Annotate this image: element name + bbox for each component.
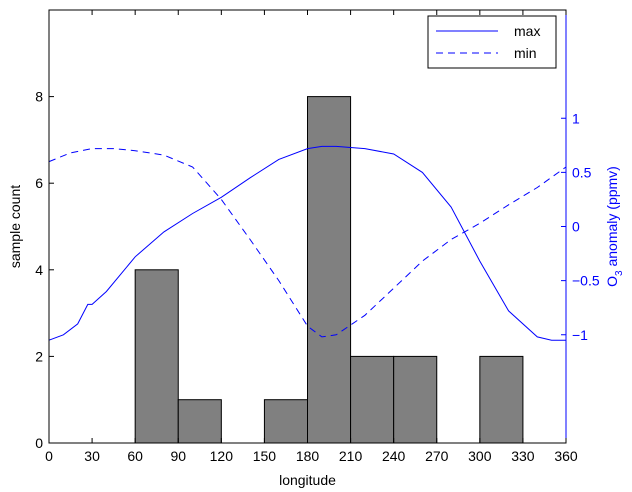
left-y-axis-ticks: 0 2 4 6 8 <box>35 89 54 451</box>
legend-box <box>427 15 557 69</box>
left-y-tick-label: 0 <box>35 435 43 451</box>
right-y-tick-label: −0.5 <box>572 273 600 289</box>
histogram-bar <box>263 399 308 444</box>
right-y-axis-ticks: −1 −0.5 0 0.5 1 <box>561 110 600 343</box>
right-y-axis-label-prefix: O <box>604 276 620 287</box>
legend-label-max: max <box>514 23 540 39</box>
right-y-tick-label: 1 <box>572 110 580 126</box>
legend: max min <box>427 15 557 69</box>
left-y-tick-label: 2 <box>35 348 43 364</box>
x-tick-label: 90 <box>170 448 186 464</box>
x-axis-ticks: 0 30 60 90 120 150 180 210 240 270 300 330 360 <box>45 10 578 464</box>
histogram-bar <box>307 96 352 444</box>
x-tick-label: 60 <box>127 448 143 464</box>
x-axis-label: longitude <box>279 472 336 488</box>
right-y-tick-label: −1 <box>572 327 588 343</box>
x-tick-label: 210 <box>339 448 363 464</box>
histogram-bar <box>350 355 395 444</box>
x-tick-label: 0 <box>45 448 53 464</box>
x-tick-label: 270 <box>425 448 449 464</box>
right-y-axis-label-suffix: anomaly (ppmv) <box>604 166 620 270</box>
x-tick-label: 30 <box>84 448 100 464</box>
right-y-tick-label: 0 <box>572 219 580 235</box>
left-y-tick-label: 4 <box>35 262 43 278</box>
histogram-bars <box>134 96 524 444</box>
x-tick-label: 300 <box>468 448 492 464</box>
x-tick-label: 180 <box>296 448 320 464</box>
x-tick-label: 120 <box>210 448 234 464</box>
legend-label-min: min <box>514 45 537 61</box>
right-y-axis-label: O3 anomaly (ppmv) <box>604 166 625 287</box>
histogram-bar <box>479 355 524 444</box>
anomaly-lines <box>48 145 567 341</box>
histogram-bar <box>134 269 179 444</box>
histogram-bar <box>393 355 438 444</box>
histogram-bar <box>177 399 222 444</box>
right-y-tick-label: 0.5 <box>572 164 592 180</box>
x-tick-label: 240 <box>382 448 406 464</box>
x-tick-label: 150 <box>253 448 277 464</box>
x-tick-label: 330 <box>511 448 535 464</box>
left-y-tick-label: 6 <box>35 175 43 191</box>
x-tick-label: 360 <box>554 448 578 464</box>
left-y-tick-label: 8 <box>35 89 43 105</box>
series-line-max <box>48 145 566 341</box>
series-line-min <box>48 148 567 338</box>
right-y-axis-label-subscript: 3 <box>614 270 625 276</box>
left-y-axis-label: sample count <box>7 185 23 268</box>
